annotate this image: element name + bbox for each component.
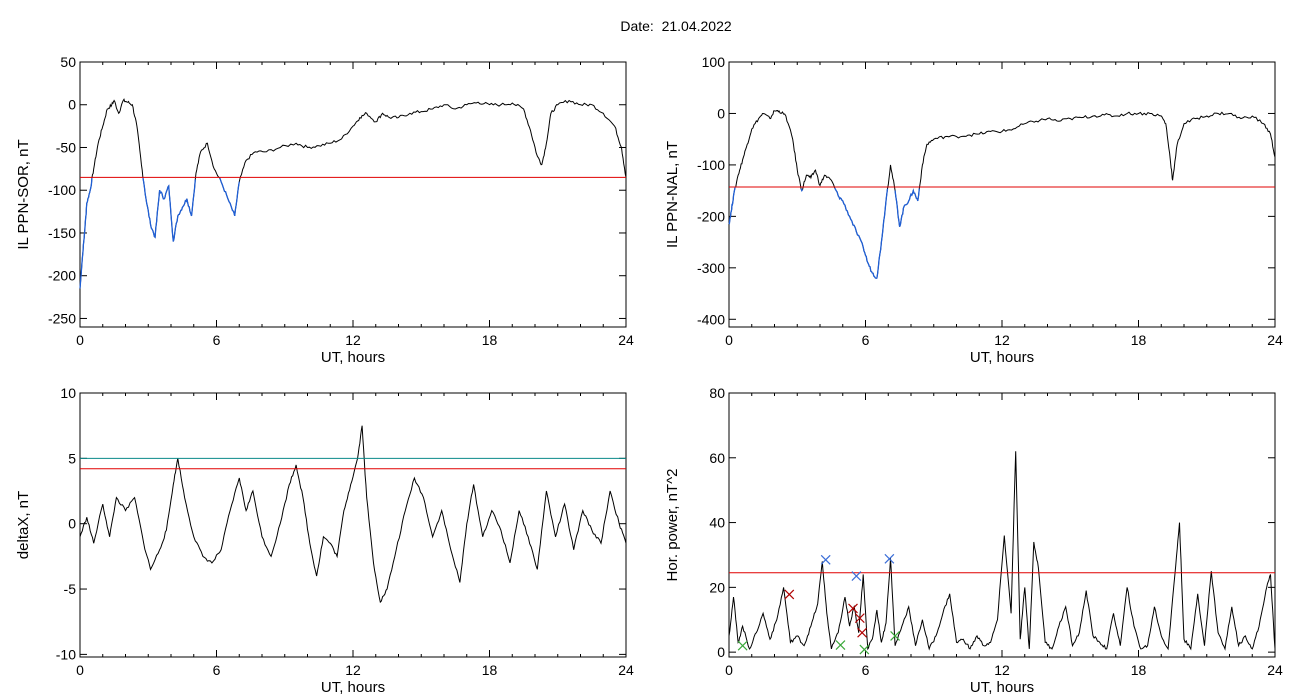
series-line — [79, 98, 627, 289]
x-tick-label: 18 — [1131, 332, 1147, 348]
plot-frame — [79, 392, 627, 658]
chart-panel-power: 0 6 12 18 24 80 60 40 20 0 UT, hours Hor. power, nT… — [664, 385, 1283, 696]
chart-panel-nal: 0 6 12 18 24 100 0 -100 -200 -300 -400 UT, hours IL … — [664, 54, 1283, 366]
y-tick-label: 0 — [717, 105, 725, 121]
marker-stroke — [884, 553, 895, 564]
y-tick-label: 60 — [709, 450, 725, 466]
page-title: Date: 21.04.2022 — [620, 18, 732, 34]
y-tick-label: -10 — [56, 646, 76, 662]
series-line — [728, 109, 1276, 279]
x-tick-label: 6 — [213, 332, 221, 348]
point-marker — [854, 613, 865, 624]
x-axis-label: UT, hours — [970, 349, 1034, 366]
marker-stroke — [854, 613, 865, 624]
y-tick-label: 40 — [709, 515, 725, 531]
y-tick-label: -300 — [697, 260, 725, 276]
x-tick-label: 0 — [76, 332, 84, 348]
x-tick-label: 24 — [1267, 662, 1283, 678]
series-highlight-segment — [142, 177, 196, 242]
x-tick-label: 0 — [725, 662, 733, 678]
series-highlight-segment — [219, 177, 240, 217]
marker-stroke — [851, 571, 862, 581]
x-tick-label: 12 — [345, 332, 361, 348]
y-tick-label: -50 — [56, 139, 76, 155]
marker-stroke — [835, 640, 846, 650]
series-highlight-segment — [800, 188, 804, 192]
y-tick-label: -200 — [697, 208, 725, 224]
marker-stroke — [890, 631, 900, 641]
chart-panel-deltax: 0 6 12 18 24 10 5 0 -5 -10 UT, hours deltaX, nT — [15, 385, 634, 696]
point-marker — [784, 589, 795, 600]
y-tick-label: -5 — [64, 581, 77, 597]
point-marker — [835, 640, 846, 650]
point-marker — [851, 571, 862, 581]
series-highlight-segment — [728, 187, 736, 225]
x-axis-label: UT, hours — [970, 679, 1034, 696]
x-tick-label: 24 — [1267, 332, 1283, 348]
y-tick-label: -100 — [48, 182, 76, 198]
x-tick-label: 6 — [862, 332, 870, 348]
point-marker — [857, 627, 868, 638]
y-axis-label: Hor. power, nT^2 — [664, 469, 681, 582]
plot-frame — [728, 392, 1276, 658]
y-tick-label: -100 — [697, 157, 725, 173]
x-axis-label: UT, hours — [321, 349, 385, 366]
series-highlight-segment — [894, 188, 920, 227]
y-tick-label: 10 — [60, 385, 76, 401]
x-tick-label: 6 — [213, 662, 221, 678]
x-tick-label: 24 — [618, 332, 634, 348]
marker-stroke — [848, 603, 858, 614]
marker-stroke — [820, 554, 831, 565]
y-tick-label: 5 — [68, 450, 76, 466]
y-tick-label: -400 — [697, 311, 725, 327]
point-marker — [859, 644, 870, 655]
y-tick-label: 0 — [717, 644, 725, 660]
y-axis-label: deltaX, nT — [15, 491, 32, 559]
y-tick-label: 100 — [702, 54, 726, 70]
x-axis-label: UT, hours — [321, 679, 385, 696]
marker-stroke — [737, 640, 748, 651]
series-highlight-segment — [834, 187, 889, 279]
x-tick-label: 12 — [994, 332, 1010, 348]
x-tick-label: 24 — [618, 662, 634, 678]
series-line — [728, 451, 1276, 651]
y-tick-label: 50 — [60, 54, 76, 70]
x-tick-label: 12 — [345, 662, 361, 678]
plot-frame — [728, 61, 1276, 328]
point-marker — [820, 554, 831, 565]
point-marker — [884, 553, 895, 564]
y-tick-label: -150 — [48, 225, 76, 241]
y-tick-label: 0 — [68, 97, 76, 113]
x-tick-label: 12 — [994, 662, 1010, 678]
y-axis-label: IL PPN-NAL, nT — [664, 141, 681, 248]
marker-stroke — [784, 589, 795, 600]
y-tick-label: -200 — [48, 268, 76, 284]
y-axis-label: IL PPN-SOR, nT — [15, 139, 32, 249]
x-tick-label: 18 — [482, 662, 498, 678]
x-tick-label: 0 — [725, 332, 733, 348]
series-line — [79, 425, 627, 604]
point-marker — [890, 631, 900, 641]
y-tick-label: 0 — [68, 516, 76, 532]
point-marker — [737, 640, 748, 651]
y-tick-label: 80 — [709, 385, 725, 401]
x-tick-label: 0 — [76, 662, 84, 678]
series-highlight-segment — [79, 178, 93, 289]
x-tick-label: 18 — [1131, 662, 1147, 678]
marker-stroke — [859, 644, 870, 655]
x-tick-label: 18 — [482, 332, 498, 348]
y-tick-label: -250 — [48, 310, 76, 326]
y-tick-label: 20 — [709, 579, 725, 595]
point-marker — [848, 603, 858, 614]
marker-stroke — [857, 627, 868, 638]
x-tick-label: 6 — [862, 662, 870, 678]
chart-panel-sor: 0 6 12 18 24 50 0 -50 -100 -150 -200 -250 UT, hours I… — [15, 54, 634, 366]
